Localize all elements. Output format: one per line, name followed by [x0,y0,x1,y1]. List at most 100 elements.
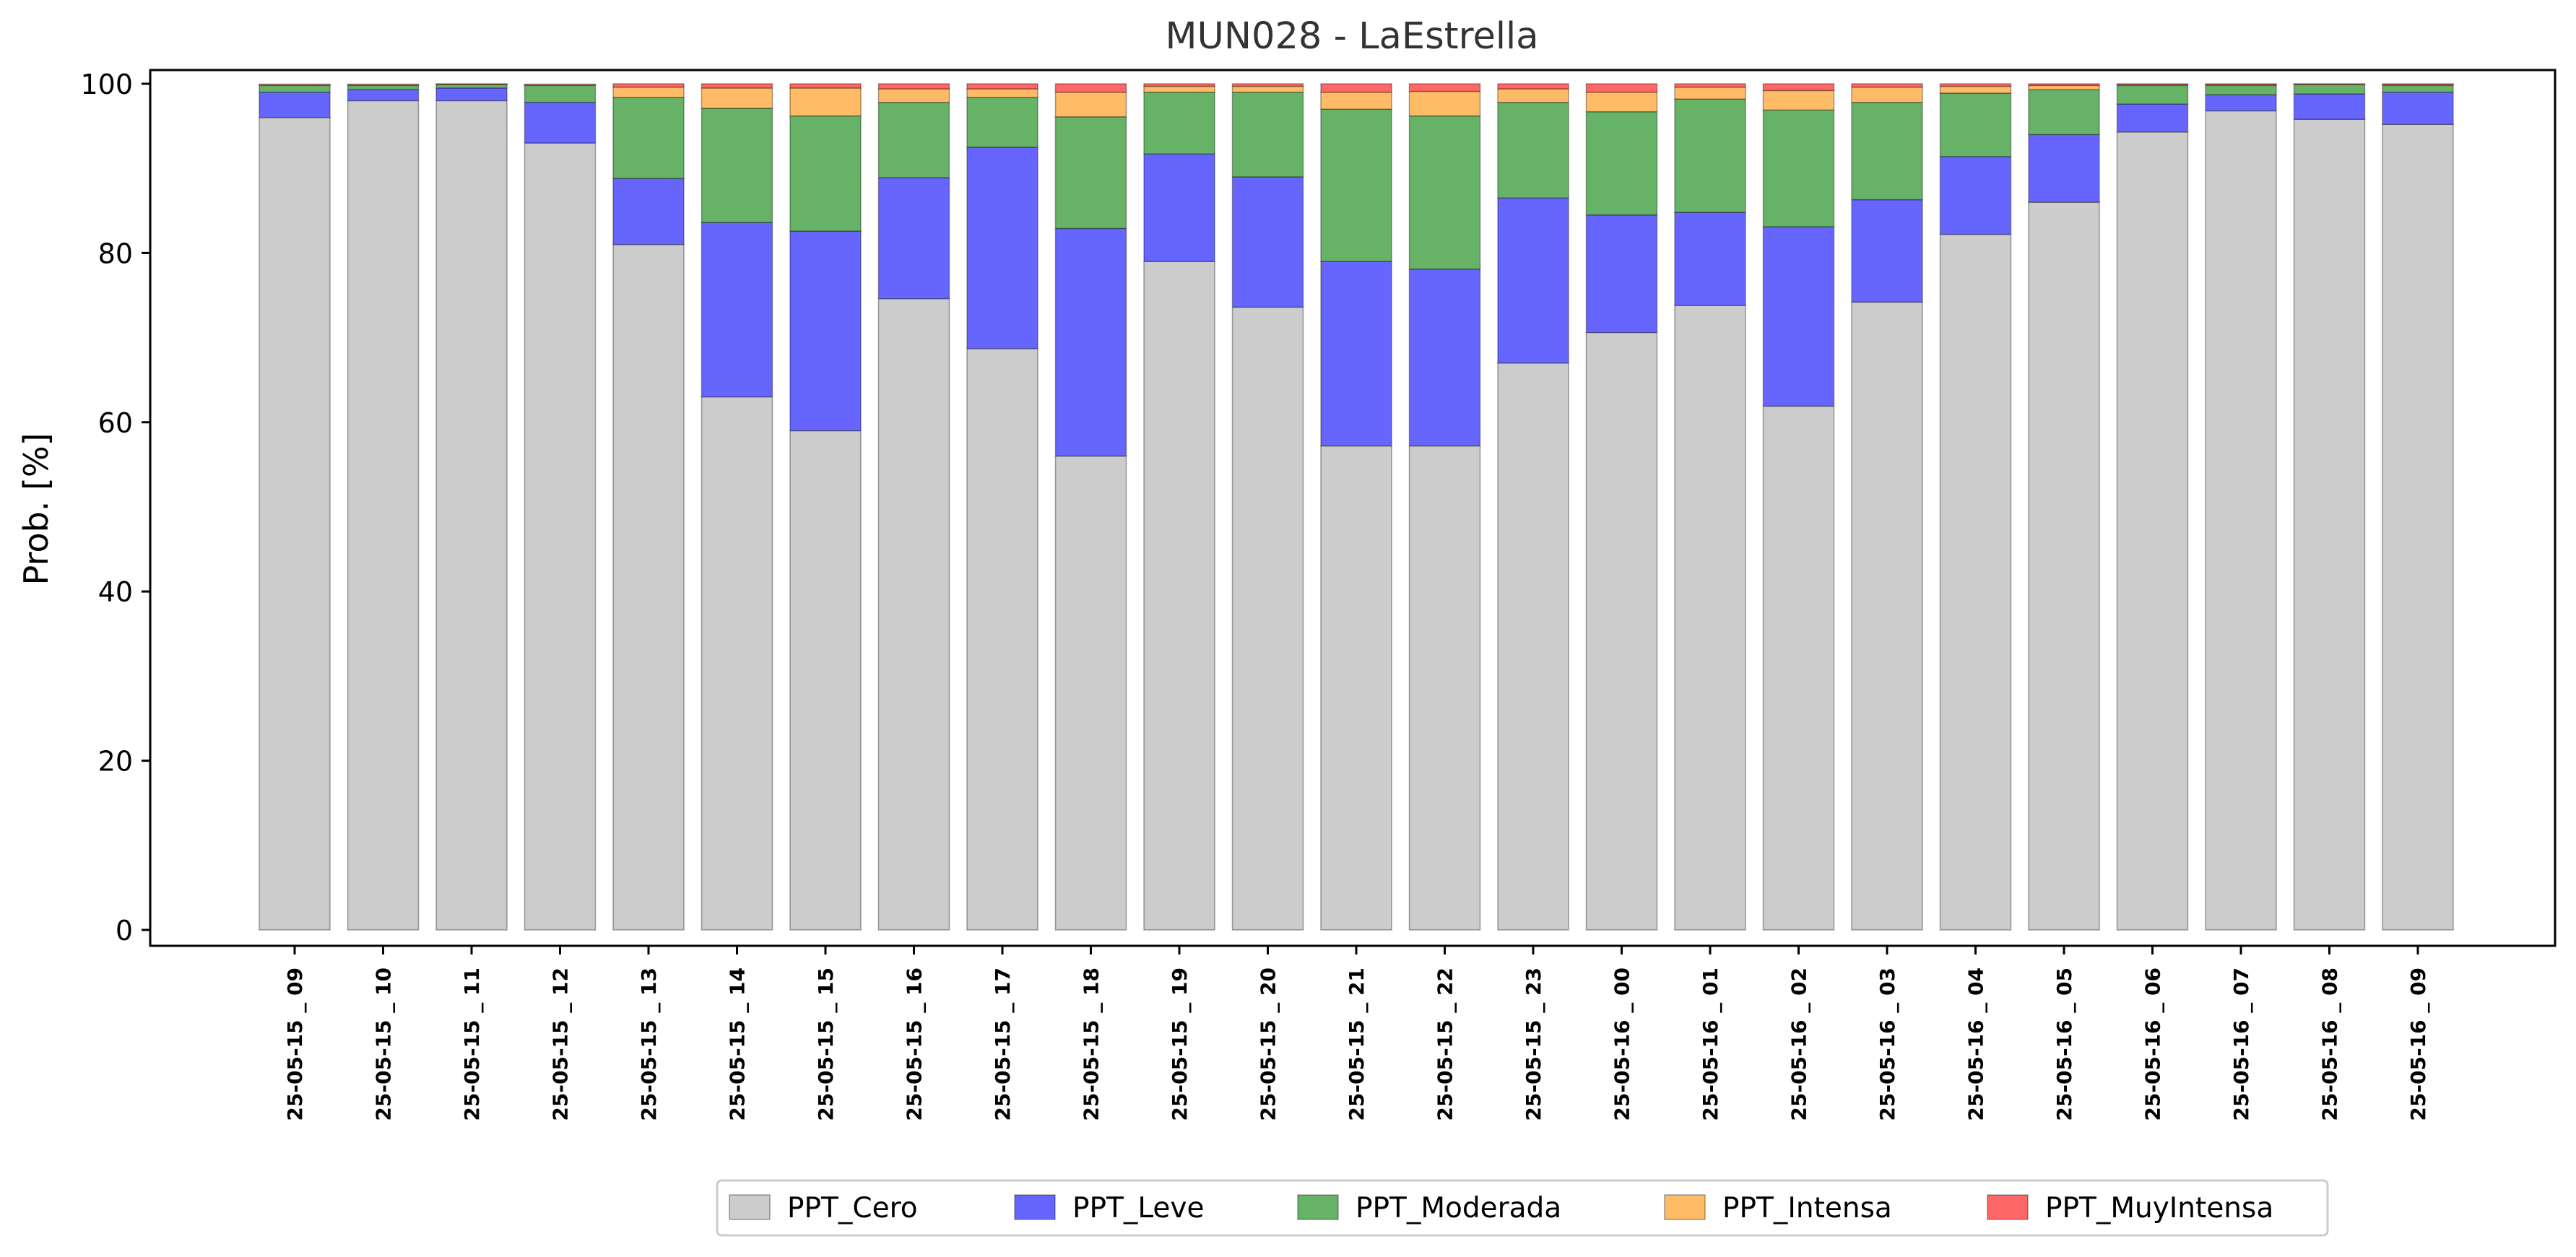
bar-segment-ppt-moderada-13 [1408,115,1481,270]
x-tick-label: 25-05-15 _ 11 [460,967,484,1121]
bar-segment-ppt-moderada-7 [877,102,950,178]
bar-segment-ppt-cero-23 [2293,118,2366,931]
bar-segment-ppt-moderada-20 [2028,89,2100,136]
bar-segment-ppt-moderada-5 [701,108,773,223]
bar-segment-ppt-moderada-8 [966,97,1038,148]
bar-segment-ppt-cero-12 [1320,445,1392,931]
bar-segment-ppt-leve-13 [1408,268,1481,447]
bar-segment-ppt-moderada-12 [1320,108,1392,262]
y-axis: 0 20 40 60 80 100 [80,69,150,947]
bar-segment-ppt-cero-1 [347,100,420,931]
bar-segment-ppt-moderada-4 [612,97,685,180]
x-tick-label: 25-05-16 _ 09 [2406,967,2430,1121]
x-tick-label: 25-05-15 _ 10 [372,967,396,1121]
bar-segment-ppt-cero-18 [1851,301,1923,931]
bar-segment-ppt-leve-18 [1851,199,1923,303]
bar-segment-ppt-leve-9 [1054,227,1127,457]
bar-segment-ppt-muyintensa-13 [1408,83,1481,92]
y-tick-label: 100 [80,69,133,100]
bar-segment-ppt-muyintensa-11 [1231,83,1304,87]
bar-segment-ppt-cero-5 [701,396,773,931]
bar-segment-ppt-cero-2 [435,100,508,931]
bar-segment-ppt-intensa-15 [1585,91,1658,113]
bar-segment-ppt-muyintensa-14 [1497,83,1569,90]
bar-segment-ppt-leve-11 [1231,176,1304,308]
y-axis-label: Prob. [%] [17,432,56,585]
bar-segment-ppt-moderada-15 [1585,110,1658,216]
bar-segment-ppt-muyintensa-0 [259,83,331,85]
legend-frame [716,1179,2329,1237]
bar-segment-ppt-muyintensa-4 [612,83,685,88]
bar-segment-ppt-moderada-1 [347,84,420,90]
bar-segment-ppt-intensa-19 [1939,85,2012,94]
bar-segment-ppt-leve-5 [701,222,773,398]
bar-segment-ppt-cero-7 [877,297,950,931]
bar-segment-ppt-leve-22 [2205,94,2277,112]
bar-segment-ppt-cero-21 [2116,131,2189,931]
x-tick-label: 25-05-15 _ 13 [637,967,661,1121]
bar-segment-ppt-intensa-16 [1674,86,1746,100]
bar-segment-ppt-leve-4 [612,178,685,245]
plot-area-frame [149,69,2557,947]
bar-segment-ppt-moderada-23 [2293,84,2366,95]
bar-segment-ppt-cero-9 [1054,455,1127,931]
bar-segment-ppt-leve-17 [1762,226,1835,407]
x-tick-label: 25-05-16 _ 00 [1610,967,1634,1121]
y-tick-label: 20 [98,746,133,778]
bar-segment-ppt-intensa-4 [612,86,685,98]
bar-segment-ppt-cero-22 [2205,110,2277,931]
legend-swatch-ppt-muyintensa [1987,1194,2029,1220]
bar-segment-ppt-cero-15 [1585,331,1658,931]
bar-segment-ppt-muyintensa-10 [1143,83,1215,87]
x-tick-label: 25-05-16 _ 08 [2318,967,2342,1121]
bar-segment-ppt-leve-14 [1497,197,1569,364]
bar-segment-ppt-cero-11 [1231,306,1304,931]
legend-label-ppt-leve: PPT_Leve [1072,1192,1204,1225]
x-tick-label: 25-05-15 _ 12 [549,967,573,1121]
bar-segment-ppt-intensa-9 [1054,91,1127,118]
x-tick-label: 25-05-15 _ 23 [1522,967,1545,1121]
bar-segment-ppt-muyintensa-17 [1762,83,1835,92]
bar-segment-ppt-leve-8 [966,147,1038,349]
bar-segment-ppt-moderada-17 [1762,109,1835,227]
bar-segment-ppt-moderada-9 [1054,116,1127,230]
bar-segment-ppt-moderada-21 [2116,84,2189,105]
bar-segment-ppt-moderada-6 [789,115,862,232]
bar-segment-ppt-muyintensa-6 [789,83,862,89]
x-tick-label: 25-05-15 _ 21 [1345,967,1369,1121]
bar-segment-ppt-muyintensa-20 [2028,83,2100,87]
legend-label-ppt-moderada: PPT_Moderada [1356,1192,1561,1225]
legend-label-ppt-cero: PPT_Cero [787,1192,918,1225]
y-tick-label: 60 [98,407,133,439]
bar-segment-ppt-moderada-22 [2205,84,2277,95]
bar-segment-ppt-muyintensa-3 [524,83,597,85]
bar-segment-ppt-moderada-16 [1674,98,1746,213]
x-tick-label: 25-05-15 _ 18 [1080,967,1103,1121]
bar-segment-ppt-intensa-17 [1762,90,1835,111]
bar-segment-ppt-leve-6 [789,230,862,432]
y-tick-label: 0 [116,915,133,947]
bar-segment-ppt-muyintensa-12 [1320,83,1392,93]
bar-segment-ppt-leve-23 [2293,93,2366,120]
x-tick-label: 25-05-15 _ 16 [903,967,927,1121]
bar-segment-ppt-cero-16 [1674,305,1746,931]
bar-segment-ppt-cero-17 [1762,405,1835,931]
bar-segment-ppt-cero-0 [259,117,331,931]
bar-segment-ppt-cero-14 [1497,362,1569,931]
bar-segment-ppt-muyintensa-8 [966,83,1038,90]
bar-segment-ppt-leve-10 [1143,153,1215,262]
bar-segment-ppt-leve-12 [1320,261,1392,447]
bar-segment-ppt-cero-6 [789,430,862,931]
bar-segment-ppt-moderada-18 [1851,102,1923,201]
bar-segment-ppt-intensa-20 [2028,84,2100,90]
bar-segment-ppt-cero-10 [1143,261,1215,931]
bar-segment-ppt-cero-4 [612,243,685,931]
bar-segment-ppt-leve-20 [2028,134,2100,203]
bar-segment-ppt-intensa-7 [877,88,950,103]
bar-segment-ppt-leve-19 [1939,156,2012,235]
bar-segment-ppt-intensa-14 [1497,88,1569,103]
x-tick-label: 25-05-16 _ 07 [2229,967,2253,1121]
bar-segment-ppt-muyintensa-5 [701,83,773,89]
bar-segment-ppt-muyintensa-18 [1851,83,1923,88]
